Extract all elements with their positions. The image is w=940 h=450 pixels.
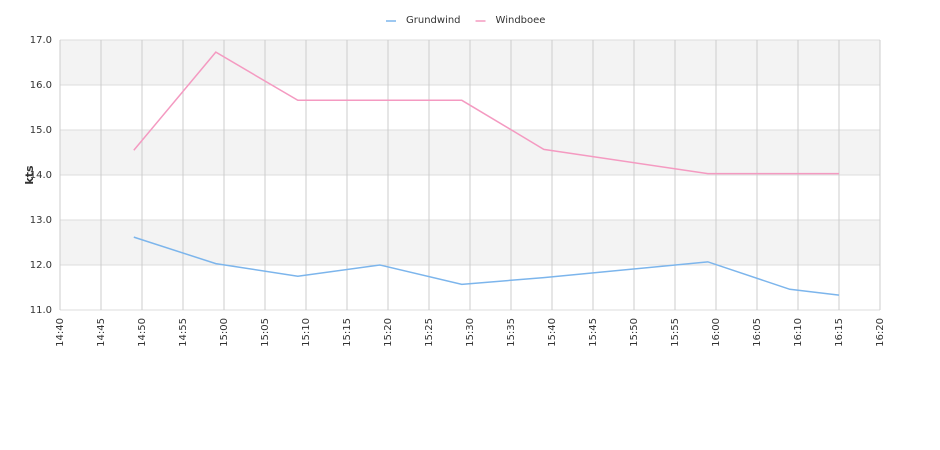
x-tick-label: 15:10 [301,318,312,347]
y-tick-label: 16.0 [30,80,52,91]
y-tick-label: 15.0 [30,125,52,136]
legend: Grundwind Windboee [386,15,545,26]
x-tick-label: 16:05 [752,318,763,347]
x-tick-label: 15:40 [547,318,558,347]
legend-item: Grundwind [386,15,461,26]
x-tick-label: 14:45 [96,318,107,347]
x-tick-label: 15:30 [465,318,476,347]
x-tick-label: 15:55 [670,318,681,347]
x-tick-label: 14:50 [137,318,148,347]
x-tick-label: 15:50 [629,318,640,347]
x-tick-label: 15:20 [383,318,394,347]
x-tick-label: 14:40 [55,318,66,347]
y-tick-label: 14.0 [30,170,52,181]
x-tick-label: 15:25 [424,318,435,347]
x-tick-label: 15:35 [506,318,517,347]
x-tick-label: 15:45 [588,318,599,347]
x-tick-label: 16:10 [793,318,804,347]
x-tick-label: 16:00 [711,318,722,347]
x-tick-label: 15:15 [342,318,353,347]
x-tick-label: 15:05 [260,318,271,347]
legend-item: Windboee [475,15,546,26]
y-tick-label: 13.0 [30,215,52,226]
x-tick-label: 15:00 [219,318,230,347]
y-tick-label: 17.0 [30,35,52,46]
y-axis-label: kts [23,165,36,185]
x-tick-label: 16:20 [875,318,886,347]
series-line [133,51,839,175]
y-tick-label: 12.0 [30,260,52,271]
y-tick-label: 11.0 [30,305,52,316]
legend-label: Windboee [496,15,546,26]
x-tick-label: 14:55 [178,318,189,347]
x-tick-label: 16:15 [834,318,845,347]
legend-label: Grundwind [406,15,461,26]
series-line [133,236,840,296]
